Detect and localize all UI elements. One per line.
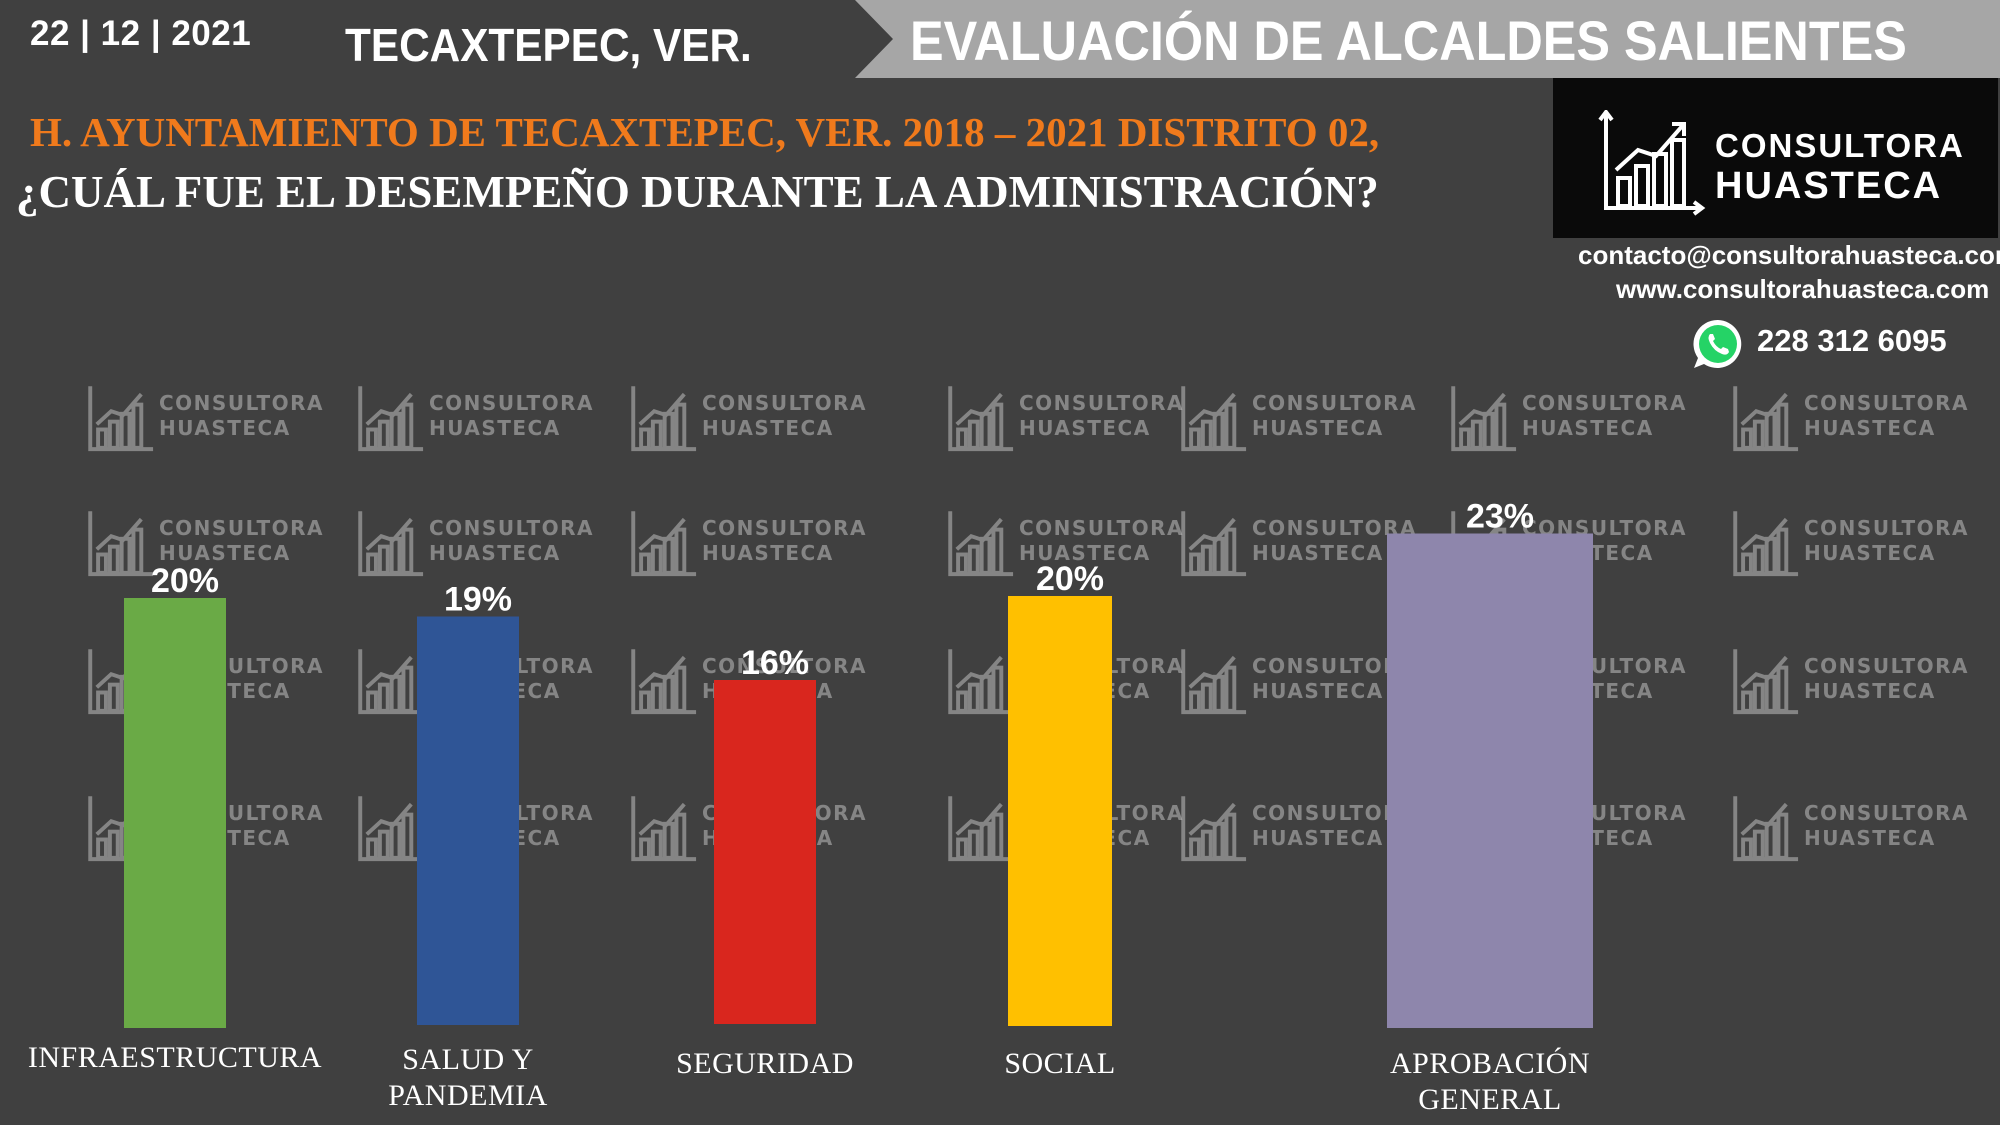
watermark-chart-icon [631, 649, 697, 715]
watermark-line2: HUASTECA [1804, 416, 1936, 440]
banner-shape [855, 0, 2000, 78]
watermark-chart-icon [358, 796, 424, 862]
category-label-line: SALUD Y [402, 1043, 534, 1076]
question-title: ¿CUÁL FUE EL DESEMPEÑO DURANTE LA ADMINI… [16, 167, 1379, 217]
watermark-line2: HUASTECA [1252, 826, 1384, 850]
watermark-chart-icon [948, 386, 1014, 452]
watermark-line1: CONSULTORA [1019, 391, 1185, 415]
category-label-line: INFRAESTRUCTURA [27, 1041, 323, 1074]
watermark-chart-icon [948, 796, 1014, 862]
watermark-line2: HUASTECA [159, 416, 291, 440]
watermark-line2: HUASTECA [1522, 416, 1654, 440]
title-banner: EVALUACIÓN DE ALCALDES SALIENTES [855, 0, 2000, 78]
watermark-chart-icon [631, 511, 697, 577]
watermark-line2: HUASTECA [1252, 541, 1384, 565]
watermark-line1: CONSULTORA [702, 391, 868, 415]
contact-email[interactable]: contacto@consultorahuasteca.com [1578, 240, 2000, 270]
watermark-chart-icon [1733, 796, 1799, 862]
category-label-line: SOCIAL [1004, 1047, 1116, 1080]
watermark-chart-icon [358, 511, 424, 577]
category-label-line: SEGURIDAD [676, 1047, 854, 1080]
report-date: 22 | 12 | 2021 [30, 14, 252, 53]
watermark-line1: CONSULTORA [1522, 391, 1688, 415]
brand-name-line2: HUASTECA [1715, 165, 1943, 207]
watermark-line2: HUASTECA [702, 416, 834, 440]
watermark-line1: CONSULTORA [159, 516, 325, 540]
watermark-line2: HUASTECA [702, 541, 834, 565]
category-label: SEGURIDAD [585, 1046, 945, 1082]
watermark-line1: CONSULTORA [429, 516, 595, 540]
watermark-chart-icon [1733, 649, 1799, 715]
category-label-line: APROBACIÓN [1389, 1047, 1591, 1080]
watermark-chart-icon [631, 796, 697, 862]
watermark-line1: CONSULTORA [702, 516, 868, 540]
location-title: TECAXTEPEC, VER. [345, 19, 752, 71]
watermark-chart-icon [948, 511, 1014, 577]
watermark-line2: HUASTECA [429, 416, 561, 440]
watermark-line1: CONSULTORA [1804, 516, 1970, 540]
category-label: SOCIAL [880, 1046, 1240, 1082]
watermark-chart-icon [1181, 649, 1247, 715]
bar-value-label: 23% [1466, 498, 1534, 536]
watermark-line2: HUASTECA [1804, 679, 1936, 703]
bar-1 [417, 616, 519, 1025]
watermark-line2: HUASTECA [159, 541, 291, 565]
watermark-chart-icon [1181, 386, 1247, 452]
watermark-chart-icon [1181, 511, 1247, 577]
bar-value-label: 20% [151, 562, 219, 600]
category-label: SALUD Y PANDEMIA [288, 1042, 648, 1114]
watermark-line1: CONSULTORA [702, 654, 868, 678]
category-label: INFRAESTRUCTURA [0, 1040, 355, 1076]
contact-phone: 228 312 6095 [1757, 323, 1947, 358]
watermark-line2: HUASTECA [1804, 541, 1936, 565]
watermark-chart-icon [631, 386, 697, 452]
brand-logo: CONSULTORA HUASTECA [1553, 78, 1998, 238]
bar-value-label: 20% [1036, 560, 1104, 598]
watermark-line2: HUASTECA [1019, 541, 1151, 565]
bar-4 [1387, 533, 1593, 1028]
bar-0 [124, 598, 226, 1028]
watermark-line2: HUASTECA [1804, 826, 1936, 850]
watermark-chart-icon [88, 511, 154, 577]
bar-value-label: 16% [741, 644, 809, 682]
brand-name-line1: CONSULTORA [1715, 127, 1965, 164]
watermark-line1: CONSULTORA [1804, 654, 1970, 678]
watermark-chart-icon [1451, 386, 1517, 452]
bar-2 [714, 680, 816, 1024]
watermark-line2: HUASTECA [1019, 416, 1151, 440]
banner-title: EVALUACIÓN DE ALCALDES SALIENTES [910, 9, 1907, 72]
watermark-chart-icon [88, 386, 154, 452]
watermark-line1: CONSULTORA [1804, 391, 1970, 415]
watermark-line2: HUASTECA [429, 541, 561, 565]
subtitle-ayuntamiento: H. AYUNTAMIENTO DE TECAXTEPEC, VER. 2018… [30, 109, 1380, 155]
watermark-line2: HUASTECA [1252, 416, 1384, 440]
category-label-line: PANDEMIA [388, 1079, 548, 1112]
watermark-chart-icon [358, 386, 424, 452]
category-label-line: GENERAL [1418, 1083, 1562, 1116]
top-bar: 22 | 12 | 2021 TECAXTEPEC, VER. EVALUACI… [0, 0, 2000, 78]
category-label: APROBACIÓN GENERAL [1310, 1046, 1670, 1118]
bar-value-label: 19% [444, 581, 512, 619]
watermark-chart-icon [1181, 796, 1247, 862]
watermark-chart-icon [1733, 511, 1799, 577]
watermark-line1: CONSULTORA [429, 391, 595, 415]
bar-3 [1008, 596, 1112, 1026]
contact-website[interactable]: www.consultorahuasteca.com [1616, 274, 1990, 304]
watermark-line1: CONSULTORA [1252, 391, 1418, 415]
watermark-chart-icon [358, 649, 424, 715]
whatsapp-icon[interactable] [1690, 316, 1746, 372]
watermark-line1: CONSULTORA [1804, 801, 1970, 825]
brand-name: CONSULTORA HUASTECA [1715, 126, 1965, 206]
watermark-chart-icon [1733, 386, 1799, 452]
watermark-line1: CONSULTORA [1019, 516, 1185, 540]
watermark-chart-icon [948, 649, 1014, 715]
watermark-line1: CONSULTORA [159, 391, 325, 415]
watermark-line2: HUASTECA [1252, 679, 1384, 703]
chart-logo-icon [1598, 110, 1706, 216]
